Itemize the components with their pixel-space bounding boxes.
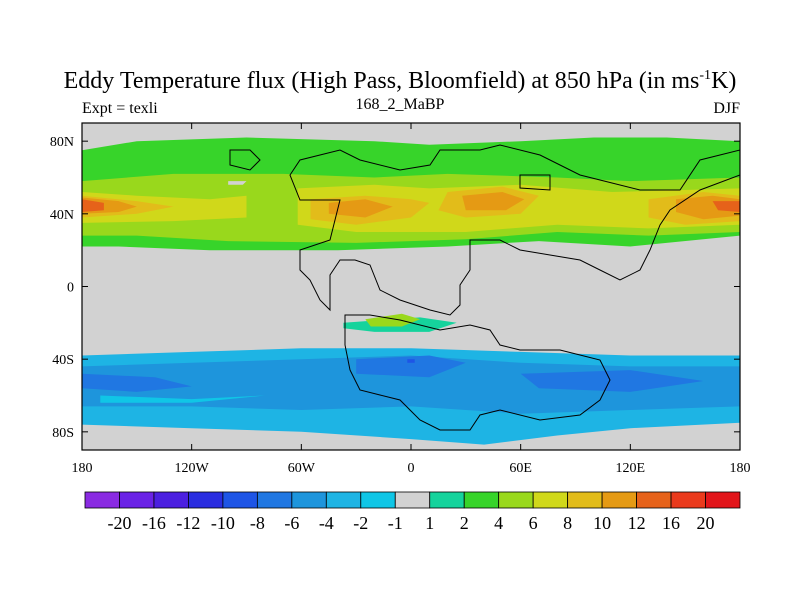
x-tick-label: 180	[72, 461, 93, 476]
y-tick-label: 40N	[50, 208, 74, 223]
colorbar-swatch-6	[291, 491, 327, 509]
colorbar-swatch-11	[463, 491, 500, 509]
contour-region-12	[82, 199, 104, 212]
x-tick-label: 120W	[175, 461, 210, 476]
colorbar-label: 4	[494, 513, 503, 533]
colorbar-label: 12	[628, 513, 646, 533]
x-tick-label: 60E	[509, 461, 532, 476]
season-label: DJF	[713, 100, 740, 117]
colorbar-label: 2	[460, 513, 469, 533]
contour-region-19	[356, 355, 466, 378]
colorbar-swatch-14	[567, 491, 603, 509]
colorbar-swatch-4	[222, 491, 258, 509]
northern-continents-outline	[289, 144, 740, 316]
colorbar-label: -8	[250, 513, 265, 533]
inland-sea-outline	[519, 174, 551, 191]
colorbar-label: -10	[211, 513, 235, 533]
contour-region-15	[365, 313, 421, 327]
colorbar-label: 16	[662, 513, 680, 533]
experiment-label: Expt = texli	[82, 100, 158, 117]
colorbar-swatch-16	[636, 491, 672, 509]
southern-continents-outline	[344, 314, 611, 431]
flux-contour-regions	[82, 137, 740, 445]
colorbar-label: -16	[142, 513, 166, 533]
chart-title-exponent: -1	[699, 68, 712, 83]
colorbar-swatch-0	[84, 491, 120, 509]
contour-region-9	[328, 199, 393, 218]
colorbar-swatch-7	[325, 491, 362, 509]
colorbar-label: -20	[107, 513, 131, 533]
continent-outlines	[229, 144, 740, 431]
colorbar-swatch-3	[188, 491, 224, 509]
chart-title-units: K)	[711, 68, 737, 94]
contour-region-22	[100, 395, 265, 403]
x-tick-label: 180	[730, 461, 751, 476]
colorbar-swatch-9	[394, 491, 431, 509]
colorbar-swatch-8	[360, 491, 396, 509]
colorbar: -20 -16 -12 -10 -8 -6 -4 -2 -1 1 2 4 6 8 10 12 16 20	[84, 491, 741, 533]
colorbar-label: -1	[388, 513, 403, 533]
x-tick-label: 0	[408, 461, 415, 476]
y-tick-label: 80N	[50, 135, 74, 150]
period-label: 168_2_MaBP	[355, 96, 445, 113]
chart-title: Eddy Temperature flux (High Pass, Bloomf…	[0, 68, 800, 95]
x-tick-label: 120E	[616, 461, 646, 476]
colorbar-swatch-10	[429, 491, 465, 509]
contour-region-23	[228, 181, 247, 185]
y-tick-label: 40S	[52, 353, 74, 368]
colorbar-swatch-2	[153, 491, 189, 509]
y-axis: 80N 40N 0 40S 80S	[50, 135, 740, 441]
colorbar-label: -2	[353, 513, 368, 533]
colorbar-swatch-1	[119, 491, 155, 509]
y-tick-label: 0	[67, 281, 74, 296]
colorbar-label: -4	[319, 513, 334, 533]
colorbar-label: 10	[593, 513, 611, 533]
contour-region-18	[82, 373, 192, 392]
contour-region-21	[407, 359, 415, 363]
colorbar-label: 6	[529, 513, 538, 533]
chart-title-text: Eddy Temperature flux (High Pass, Bloomf…	[63, 68, 700, 94]
island-outline	[229, 149, 261, 171]
colorbar-swatch-5	[256, 491, 293, 509]
contour-region-20	[520, 370, 704, 392]
colorbar-label: -6	[284, 513, 299, 533]
contour-region-13	[712, 201, 740, 212]
x-tick-label: 60W	[288, 461, 316, 476]
colorbar-swatch-17	[670, 491, 706, 509]
colorbar-swatch-12	[498, 491, 534, 509]
colorbar-label: 20	[697, 513, 715, 533]
y-tick-label: 80S	[52, 426, 74, 441]
contour-region-17	[82, 355, 740, 414]
colorbar-swatch-15	[601, 491, 637, 509]
contour-region-10	[462, 192, 525, 211]
colorbar-label: 8	[563, 513, 572, 533]
colorbar-swatch-18	[705, 491, 741, 509]
colorbar-label: 1	[425, 513, 434, 533]
colorbar-swatch-13	[532, 491, 569, 509]
x-axis: 180 120W 60W 0 60E 120E 180	[72, 123, 751, 476]
colorbar-label: -12	[176, 513, 200, 533]
